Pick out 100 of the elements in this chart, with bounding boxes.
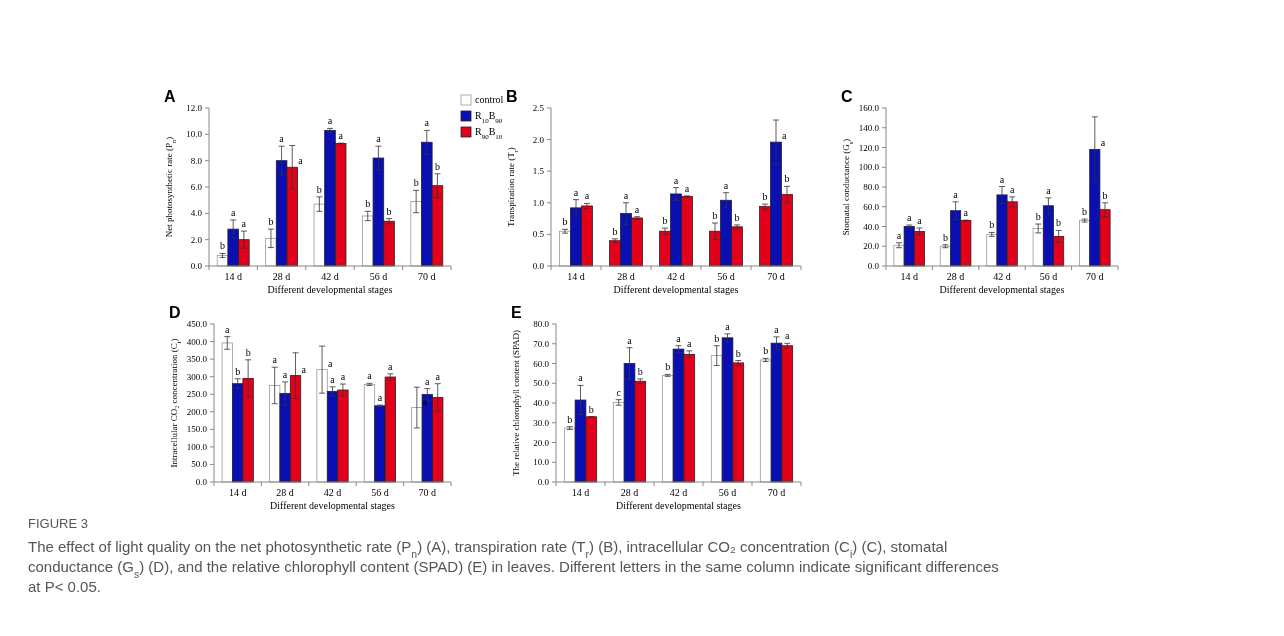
x-tick-label: 28 d (276, 487, 294, 498)
data-label: a (338, 130, 344, 142)
x-tick-label: 28 d (946, 271, 965, 282)
data-label: a (272, 354, 278, 366)
data-label: a (340, 371, 346, 383)
data-label: a (684, 182, 690, 194)
x-tick-label: 56 d (717, 271, 735, 282)
y-tick-label: 450.0 (186, 319, 208, 329)
data-label: b (734, 211, 740, 223)
chart-title: E (511, 304, 522, 321)
y-tick-label: 140.0 (858, 122, 880, 133)
data-label: b (989, 219, 995, 231)
data-label: a (1046, 184, 1052, 196)
data-label: a (782, 130, 787, 142)
data-label: a (573, 186, 579, 198)
chart-title: B (506, 88, 518, 105)
data-label: b (662, 215, 668, 227)
y-tick-label: 2.5 (532, 103, 545, 113)
data-label: b (567, 413, 573, 425)
data-label: b (220, 240, 226, 252)
data-label: a (230, 206, 236, 218)
x-tick-label: 56 d (369, 271, 388, 282)
legend-label: R$_{10}$B$_{90}$ (475, 110, 503, 125)
chart-title: A (164, 88, 176, 105)
data-label: a (634, 203, 640, 215)
y-tick-label: 50.0 (533, 378, 550, 389)
x-tick-label: 56 d (1039, 271, 1058, 282)
bar (410, 201, 422, 267)
data-label: b (714, 332, 720, 344)
data-label: b (245, 346, 251, 358)
y-tick-label: 200.0 (186, 406, 208, 417)
y-tick-label: 10.0 (186, 129, 203, 140)
data-label: a (424, 117, 430, 129)
y-tick-label: 160.0 (858, 103, 880, 113)
y-tick-label: 10.0 (533, 457, 550, 468)
x-axis-title: Different developmental stages (613, 284, 739, 295)
x-axis-title: Different developmental stages (267, 284, 393, 295)
bar (221, 342, 233, 483)
data-label: a (896, 229, 902, 241)
data-label: a (301, 363, 307, 375)
y-tick-label: 6.0 (190, 182, 203, 192)
y-tick-label: 0.5 (532, 229, 545, 240)
y-tick-label: 30.0 (533, 417, 550, 428)
x-tick-label: 42 d (321, 271, 339, 282)
data-label: a (327, 115, 333, 127)
data-label: b (235, 365, 241, 377)
legend-label: control (475, 94, 504, 105)
y-tick-label: 60.0 (533, 358, 550, 369)
x-tick-label: 70 d (418, 271, 436, 282)
x-tick-label: 70 d (418, 487, 437, 498)
data-label: b (268, 216, 274, 228)
data-label: a (623, 189, 629, 201)
data-label: b (365, 198, 371, 210)
data-label: b (1056, 217, 1062, 229)
data-label: b (942, 231, 948, 243)
data-label: b (386, 205, 392, 217)
data-label: a (422, 395, 428, 407)
y-tick-label: 80.0 (533, 319, 550, 329)
x-tick-label: 42 d (667, 271, 685, 282)
x-tick-label: 56 d (371, 487, 389, 498)
y-tick-label: 12.0 (186, 103, 203, 113)
data-label: a (1100, 137, 1106, 149)
data-label: a (279, 133, 285, 145)
data-label: b (413, 177, 419, 189)
y-tick-label: 60.0 (863, 201, 880, 212)
data-label: b (1102, 189, 1108, 201)
text: The effect of light quality on the net photosynthetic rate (P$_{n}$) (A), transpiration rate (T$_{r}$) (B), intracellular CO₂ concentration (C$_{i}$) (C), stomatal conductance (G$_{s}$) (D), and the relative chlorophyll content (SPAD) (E) in leaves. Different letters in the same column indicate significant differences at P< 0.05. (28, 538, 999, 595)
y-tick-label: 100.0 (858, 162, 880, 173)
data-label: a (999, 173, 1005, 185)
x-tick-label: 70 d (767, 271, 785, 282)
data-label: a (367, 370, 373, 382)
y-tick-label: 8.0 (190, 155, 203, 166)
data-label: b (562, 216, 568, 228)
data-label: b (712, 210, 718, 222)
x-tick-label: 14 d (571, 487, 590, 498)
data-label: a (917, 214, 923, 226)
data-label: b (784, 173, 790, 185)
bar (313, 203, 326, 267)
data-label: b (735, 347, 741, 359)
data-label: a (225, 323, 231, 335)
y-tick-label: 20.0 (533, 437, 550, 448)
data-label: b (763, 345, 769, 357)
x-axis-title: Different developmental stages (270, 500, 395, 511)
y-tick-label: 0.0 (190, 261, 203, 271)
data-label: a (330, 373, 336, 385)
text: FIGURE 3 (28, 516, 88, 531)
data-label: b (1035, 211, 1041, 223)
y-tick-label: 150.0 (186, 424, 208, 435)
y-tick-label: 50.0 (191, 459, 208, 470)
data-label: a (963, 207, 969, 219)
y-tick-label: 1.0 (532, 197, 545, 208)
y-tick-label: 0.0 (537, 477, 550, 487)
y-tick-label: 80.0 (863, 182, 880, 192)
x-tick-label: 14 d (567, 271, 585, 282)
y-tick-label: 2.0 (190, 234, 203, 245)
data-label: b (612, 225, 618, 237)
y-tick-label: 350.0 (186, 354, 208, 365)
y-tick-label: 40.0 (863, 221, 880, 232)
bar (1032, 228, 1044, 267)
data-label: a (377, 392, 383, 404)
